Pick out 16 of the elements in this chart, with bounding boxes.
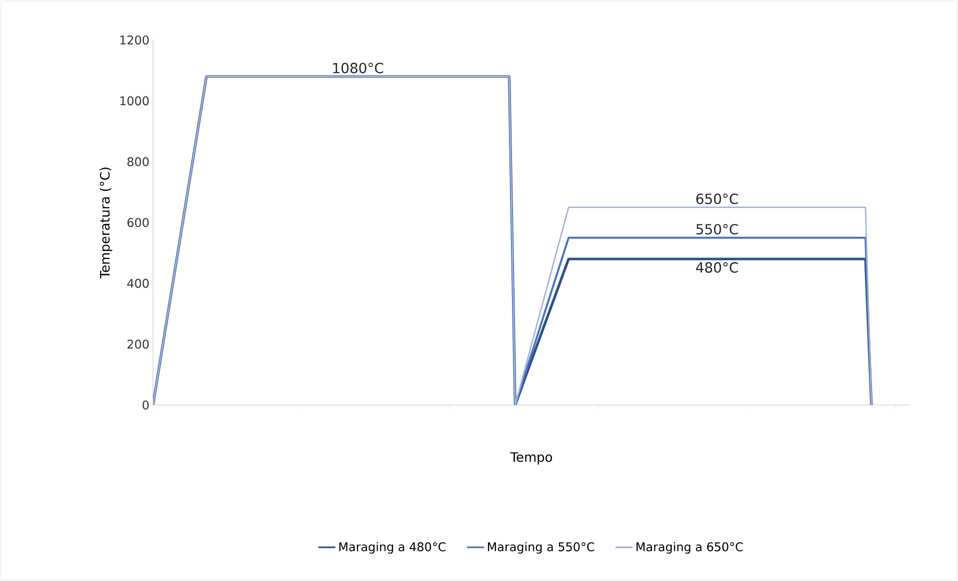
x-axis-title: Tempo bbox=[510, 452, 552, 464]
legend-label: Maraging a 550°C bbox=[488, 542, 594, 554]
legend-label: Maraging a 650°C bbox=[636, 542, 743, 554]
annotation: 550°C bbox=[696, 224, 738, 235]
legend-label: Maraging a 480°C bbox=[339, 542, 446, 554]
y-tick-label: 0 bbox=[142, 400, 149, 410]
annotation: 480°C bbox=[696, 262, 738, 273]
y-tick-label: 800 bbox=[127, 157, 149, 166]
y-tick-label: 400 bbox=[127, 278, 149, 288]
y-tick-label: 200 bbox=[128, 340, 149, 349]
annotation: 650°C bbox=[696, 194, 738, 204]
y-tick-label: 1200 bbox=[120, 35, 149, 45]
annotation: 1080°C bbox=[333, 62, 384, 74]
y-tick-label: 1000 bbox=[120, 96, 149, 106]
y-tick-label: 600 bbox=[127, 218, 149, 228]
y-axis-title: Temperatura (°C) bbox=[100, 168, 112, 279]
